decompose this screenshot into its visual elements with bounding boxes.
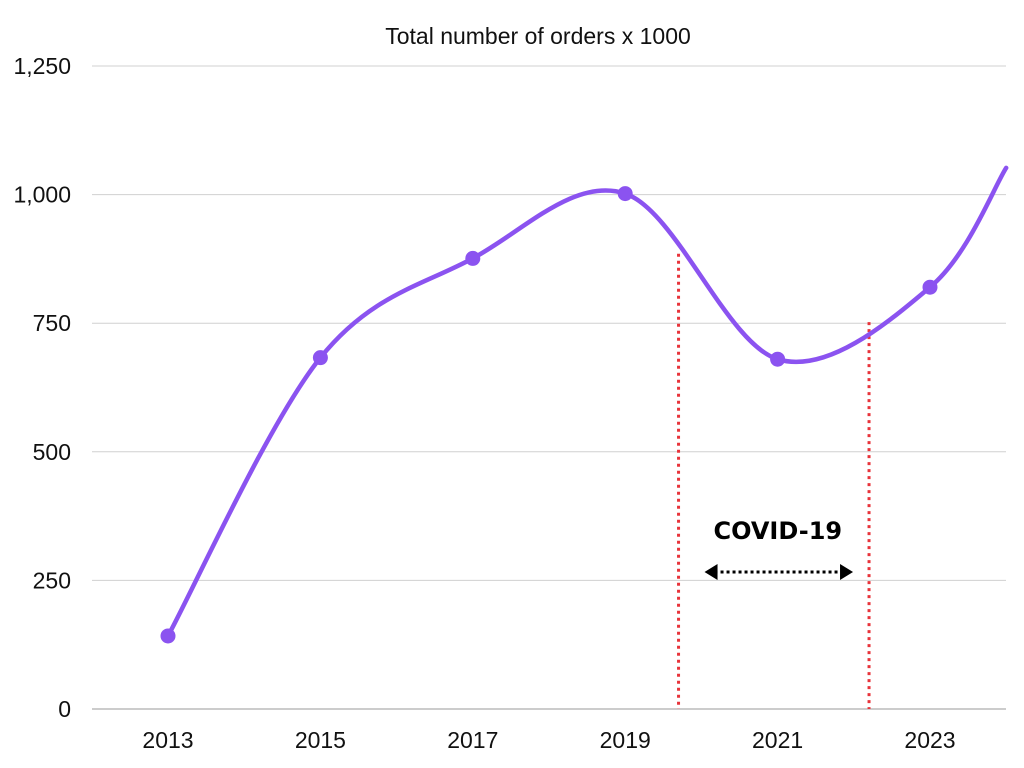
covid-label: COVID-19: [713, 517, 842, 545]
gridlines: [92, 65, 1006, 710]
y-tick-label: 1,000: [13, 182, 71, 208]
y-tick-label: 0: [58, 696, 71, 722]
data-point: [465, 250, 481, 266]
x-tick-label: 2021: [752, 727, 803, 753]
data-point: [312, 350, 328, 366]
data-point: [617, 186, 633, 202]
y-tick-label: 1,250: [13, 53, 71, 79]
y-tick-label: 750: [33, 310, 71, 336]
x-tick-label: 2015: [295, 727, 346, 753]
covid-arrow-right-head: [840, 564, 854, 580]
x-tick-label: 2019: [600, 727, 651, 753]
y-axis-ticks: 0 250 500 750 1,000 1,250: [13, 53, 71, 722]
chart-title: Total number of orders x 1000: [385, 23, 691, 49]
covid-annotation: COVID-19: [677, 253, 871, 709]
x-axis-ticks: 2013 2015 2017 2019 2021 2023: [142, 727, 955, 753]
orders-series: [160, 165, 1009, 644]
covid-arrow-left-head: [704, 564, 718, 580]
y-tick-label: 250: [33, 567, 71, 593]
data-point: [770, 351, 786, 367]
series-line: [165, 165, 1009, 639]
y-tick-label: 500: [33, 439, 71, 465]
x-tick-label: 2013: [142, 727, 193, 753]
data-point: [922, 279, 938, 295]
x-tick-label: 2023: [904, 727, 955, 753]
x-tick-label: 2017: [447, 727, 498, 753]
data-point: [160, 628, 176, 644]
